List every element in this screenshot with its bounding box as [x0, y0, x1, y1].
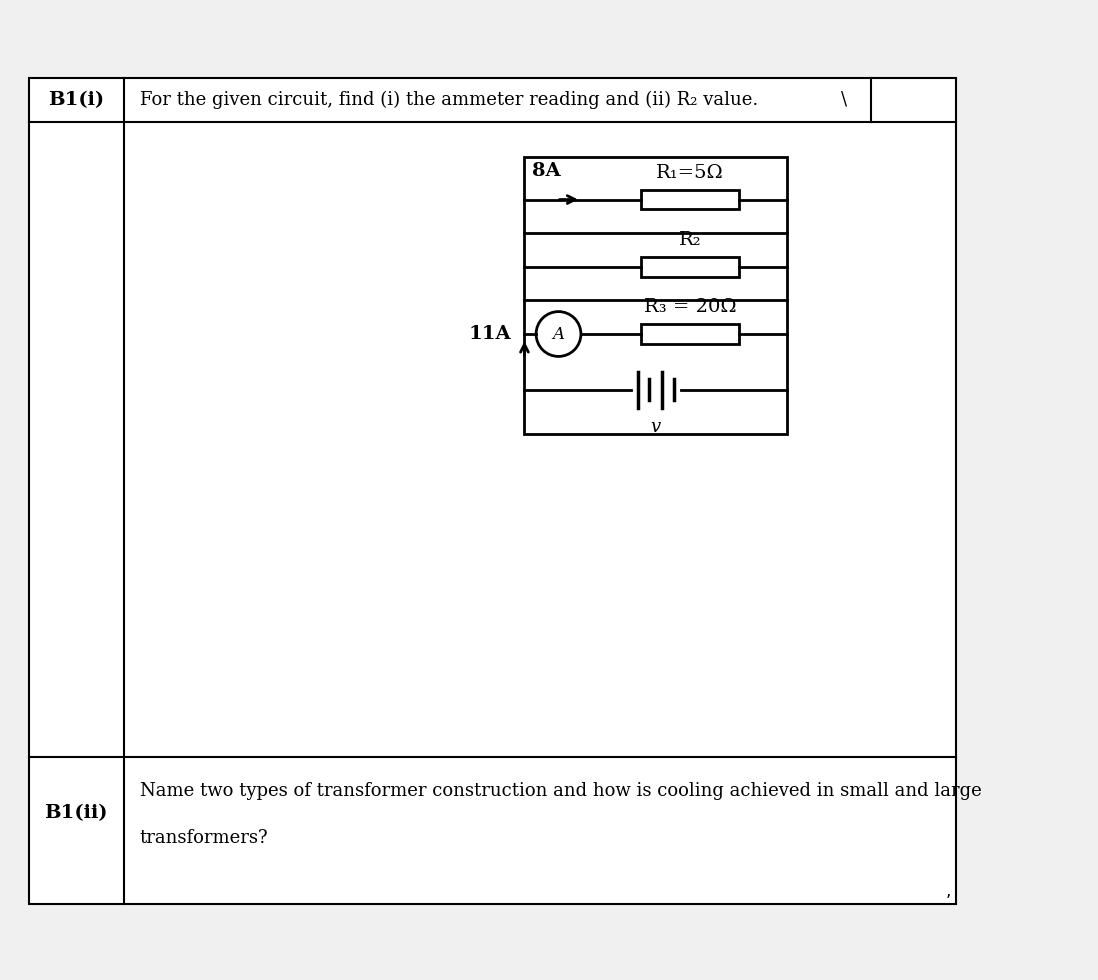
Text: \: \	[841, 90, 848, 108]
Text: R₁=5Ω: R₁=5Ω	[656, 164, 724, 181]
Bar	[640, 190, 739, 210]
Text: transformers?: transformers?	[139, 829, 269, 847]
Text: R₂: R₂	[679, 231, 702, 249]
Bar	[525, 157, 787, 434]
Text: B1(i): B1(i)	[48, 91, 104, 109]
Text: R₃ = 20Ω: R₃ = 20Ω	[643, 298, 736, 317]
Text: B1(ii): B1(ii)	[44, 804, 108, 822]
Text: For the given circuit, find (i) the ammeter reading and (ii) R₂ value.: For the given circuit, find (i) the amme…	[139, 91, 758, 109]
Text: A: A	[552, 325, 564, 343]
Circle shape	[536, 312, 581, 357]
Text: ,: ,	[945, 882, 951, 900]
Bar	[640, 324, 739, 344]
Text: 11A: 11A	[469, 325, 512, 343]
Text: v: v	[651, 418, 661, 436]
Text: Name two types of transformer construction and how is cooling achieved in small : Name two types of transformer constructi…	[139, 782, 982, 801]
Bar	[640, 257, 739, 276]
Text: 8A: 8A	[531, 162, 560, 179]
